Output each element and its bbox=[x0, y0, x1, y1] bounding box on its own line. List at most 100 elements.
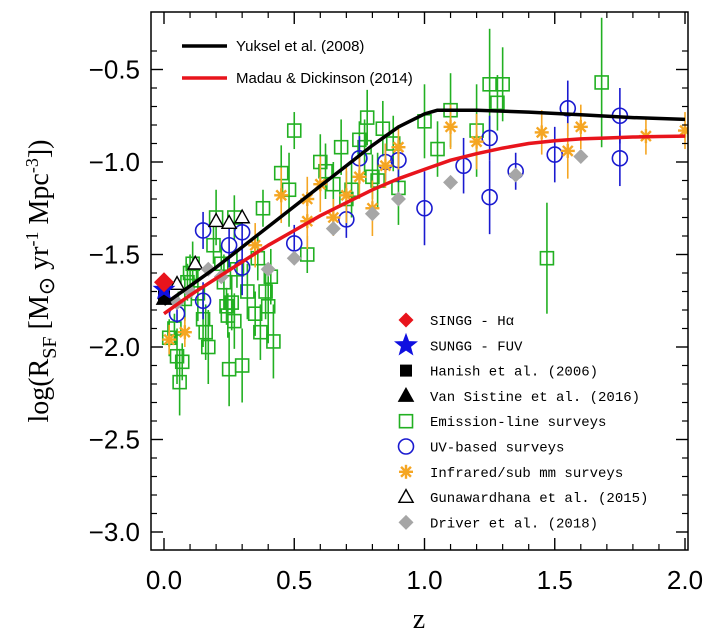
data-point-shape bbox=[325, 221, 341, 237]
y-title-part: [M bbox=[24, 295, 55, 336]
data-point-shape bbox=[219, 298, 234, 314]
y-tick-label: −0.5 bbox=[89, 55, 140, 85]
legend-markers: SINGG - Hα SUNGG - FUV Hanish et al. (2006… bbox=[394, 312, 648, 532]
x-axis-title: z bbox=[413, 604, 425, 635]
axis-ticks: 0.0 0.5 1.0 1.5 2.0 −0.5 −1.0 −1.5 −2.0 −2.5 −3.0 bbox=[89, 12, 703, 595]
data-point-shape bbox=[224, 295, 240, 310]
data-point-shape bbox=[234, 358, 250, 373]
data-point bbox=[220, 214, 238, 230]
legend-marker-arm bbox=[400, 466, 412, 478]
data-point-shape bbox=[240, 284, 255, 299]
data-point-shape bbox=[318, 163, 333, 179]
data-point-arm bbox=[470, 135, 483, 148]
legend-marker bbox=[398, 514, 414, 530]
data-point bbox=[174, 354, 190, 370]
data-point-shape bbox=[206, 237, 221, 253]
data-point bbox=[539, 250, 555, 266]
data-point bbox=[234, 358, 250, 373]
legend-marker-shape bbox=[394, 332, 418, 356]
data-point bbox=[220, 236, 238, 254]
y-tick-label: −1.0 bbox=[89, 147, 140, 177]
legend-label: Gunawardhana et al. (2015) bbox=[430, 491, 648, 507]
data-point bbox=[266, 334, 281, 349]
data-point bbox=[260, 261, 276, 277]
data-point bbox=[326, 210, 341, 225]
data-point-arm bbox=[179, 326, 191, 338]
data-point bbox=[573, 119, 588, 134]
data-point-shape bbox=[443, 174, 459, 190]
data-point bbox=[248, 238, 263, 253]
data-point bbox=[253, 324, 268, 340]
data-point-shape bbox=[233, 224, 251, 241]
legend-label: SINGG - Hα bbox=[430, 314, 514, 330]
data-point-shape bbox=[220, 214, 238, 230]
legend-marker-shape bbox=[397, 438, 415, 455]
y-axis-title: log(RSF [M⊙ yr-1 Mpc-3]) bbox=[22, 139, 61, 422]
data-point bbox=[258, 284, 273, 299]
legend-marker-shape bbox=[397, 488, 415, 504]
data-point-shape bbox=[573, 148, 589, 164]
legend-label: Hanish et al. (2006) bbox=[430, 365, 598, 381]
series-0 bbox=[161, 17, 609, 416]
data-point bbox=[255, 200, 271, 216]
data-point bbox=[207, 212, 225, 228]
y-tick-label: −2.5 bbox=[89, 425, 140, 455]
x-tick-label: 1.0 bbox=[406, 565, 442, 595]
curve-0 bbox=[162, 108, 686, 306]
data-point-shape bbox=[481, 188, 498, 206]
data-point bbox=[495, 77, 510, 92]
data-point-shape bbox=[594, 75, 609, 90]
data-point bbox=[286, 123, 302, 138]
data-point-shape bbox=[286, 123, 302, 138]
data-point-shape bbox=[385, 136, 401, 151]
data-point bbox=[206, 237, 221, 253]
x-tick-label: 0.0 bbox=[146, 565, 182, 595]
data-point-shape bbox=[539, 250, 555, 266]
data-point bbox=[352, 169, 367, 184]
data-point-shape bbox=[169, 348, 185, 364]
data-point-shape bbox=[495, 77, 510, 92]
plot-area bbox=[152, 17, 688, 416]
data-point-shape bbox=[375, 121, 391, 136]
data-point bbox=[443, 174, 459, 190]
data-point bbox=[186, 254, 204, 270]
legend-label: SUNGG - FUV bbox=[430, 339, 523, 355]
legend-label: Driver et al. (2018) bbox=[430, 516, 598, 532]
data-point bbox=[219, 298, 234, 314]
data-point-shape bbox=[200, 261, 216, 277]
data-point bbox=[194, 222, 212, 239]
y-title-part: -1 bbox=[22, 231, 42, 246]
data-point-shape bbox=[430, 141, 445, 157]
y-title-part: log(R bbox=[24, 358, 55, 422]
legend-marker-shape bbox=[398, 413, 414, 429]
data-point-shape bbox=[255, 200, 271, 216]
data-point-shape bbox=[364, 206, 380, 222]
legend-marker bbox=[397, 438, 415, 455]
data-point-arm bbox=[353, 171, 366, 183]
legend-marker bbox=[399, 464, 413, 479]
data-point-arm bbox=[163, 333, 176, 346]
data-point bbox=[200, 339, 216, 355]
data-point bbox=[224, 295, 240, 310]
data-point bbox=[481, 188, 498, 206]
data-point-shape bbox=[220, 236, 238, 254]
data-point bbox=[594, 75, 609, 90]
data-point-arm bbox=[535, 126, 548, 139]
data-point bbox=[200, 261, 216, 277]
y-tick-label: −1.5 bbox=[89, 240, 140, 270]
data-point-shape bbox=[200, 339, 216, 355]
data-point bbox=[481, 129, 498, 147]
data-point-arm bbox=[249, 239, 261, 252]
legend-label: UV-based surveys bbox=[430, 441, 564, 457]
data-point bbox=[391, 140, 406, 155]
legend-line-label: Yuksel et al. (2008) bbox=[236, 38, 364, 55]
data-point-arm bbox=[379, 159, 392, 172]
data-point bbox=[233, 208, 251, 224]
data-point bbox=[573, 148, 589, 164]
data-point bbox=[534, 125, 549, 140]
data-point-shape bbox=[359, 110, 375, 125]
y-title-part: SF bbox=[39, 336, 61, 358]
data-point bbox=[508, 167, 524, 183]
